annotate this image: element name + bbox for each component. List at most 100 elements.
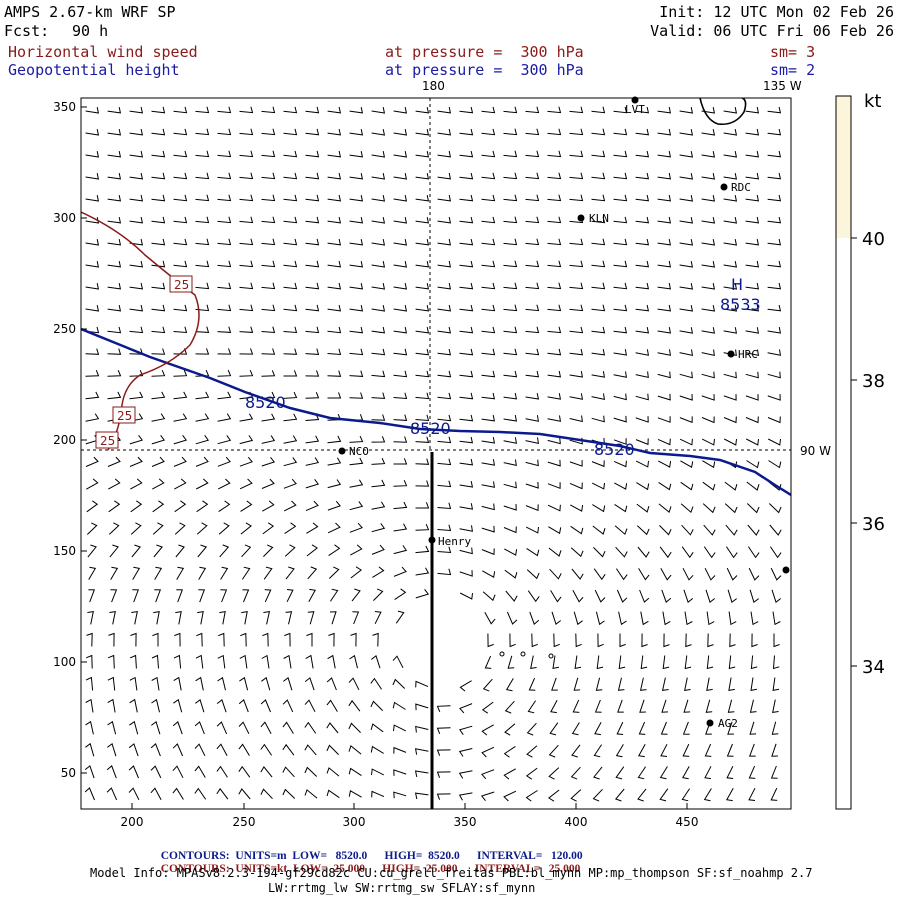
wind-barb bbox=[217, 478, 231, 490]
wind-barb bbox=[282, 699, 294, 713]
wind-barb bbox=[701, 173, 716, 180]
wind-barb bbox=[371, 501, 386, 510]
wind-barb bbox=[547, 348, 562, 356]
wind-barb bbox=[371, 305, 386, 312]
wind-barb bbox=[85, 720, 94, 735]
wind-barb bbox=[84, 765, 95, 779]
wind-barb bbox=[636, 503, 650, 513]
wind-barb bbox=[481, 548, 495, 556]
wind-barb bbox=[414, 792, 429, 800]
meridian-top-label: 180 bbox=[422, 79, 445, 93]
wind-barb bbox=[220, 589, 228, 603]
wind-barb bbox=[705, 589, 716, 604]
wind-barb bbox=[151, 676, 160, 691]
wind-barb bbox=[591, 216, 606, 224]
wind-barb bbox=[283, 238, 298, 246]
wind-barb bbox=[481, 481, 496, 488]
station-unlabeled[interactable] bbox=[782, 566, 790, 574]
station-nco[interactable]: NCO bbox=[338, 445, 369, 458]
calm-marker bbox=[520, 651, 526, 657]
wind-barb bbox=[550, 590, 562, 603]
wind-barb bbox=[107, 698, 116, 713]
wind-barb bbox=[503, 150, 518, 158]
wind-barb bbox=[150, 765, 162, 779]
wind-barb bbox=[745, 128, 760, 136]
wind-barb bbox=[459, 547, 473, 555]
wind-barb bbox=[327, 348, 342, 356]
wind-barb bbox=[85, 348, 100, 355]
wind-barb bbox=[282, 743, 295, 756]
wind-barb bbox=[767, 172, 782, 180]
wind-barb bbox=[640, 655, 648, 670]
wind-barb bbox=[701, 283, 716, 290]
y-tick-label: 200 bbox=[53, 433, 76, 447]
station-hrc[interactable]: HRC bbox=[727, 348, 758, 361]
wind-barb bbox=[701, 107, 716, 114]
wind-barb bbox=[107, 348, 122, 355]
wind-barb bbox=[151, 456, 165, 467]
wind-barb bbox=[569, 460, 583, 467]
wind-barb bbox=[283, 500, 297, 512]
wind-barb bbox=[152, 632, 159, 647]
wind-barb bbox=[393, 746, 407, 754]
wind-barb bbox=[327, 370, 342, 377]
wind-barb bbox=[437, 348, 452, 356]
height-label-3: 8520 bbox=[594, 440, 635, 459]
wind-barb bbox=[526, 547, 540, 557]
wind-barb bbox=[459, 348, 474, 356]
wind-barb bbox=[637, 766, 647, 780]
wind-barb bbox=[216, 765, 228, 778]
wind-barb bbox=[327, 479, 342, 489]
wind-barb bbox=[701, 261, 716, 268]
wind-barb bbox=[767, 394, 781, 401]
wind-barb bbox=[415, 370, 430, 378]
wind-barb bbox=[195, 391, 210, 400]
wind-barb bbox=[613, 172, 628, 180]
wind-barb bbox=[547, 106, 562, 114]
wind-barb bbox=[594, 699, 602, 713]
wind-barb bbox=[723, 283, 738, 290]
wind-barb bbox=[239, 260, 254, 268]
wind-barb bbox=[173, 326, 188, 334]
wind-barb bbox=[393, 261, 408, 268]
wind-barb bbox=[639, 699, 646, 713]
footer-height-contours: CONTOURS: UNITS=m LOW= 8520.0 HIGH= 8520… bbox=[160, 850, 583, 862]
wind-barb bbox=[241, 544, 252, 558]
wind-barb bbox=[174, 478, 187, 490]
wind-barb bbox=[173, 456, 187, 467]
wind-barb bbox=[415, 680, 429, 688]
wind-barb bbox=[745, 106, 760, 114]
wind-barb bbox=[437, 502, 452, 510]
wind-barb bbox=[769, 524, 782, 536]
wind-barb bbox=[240, 522, 252, 535]
wind-barb bbox=[415, 172, 430, 180]
calm-marker bbox=[548, 653, 554, 659]
wind-barb bbox=[525, 370, 540, 378]
wind-barb bbox=[195, 369, 210, 377]
wind-barb bbox=[459, 172, 474, 180]
wind-barb bbox=[575, 633, 582, 648]
wind-barb bbox=[262, 522, 275, 535]
wind-barb bbox=[591, 150, 606, 158]
wind-barb bbox=[85, 129, 100, 136]
station-henry[interactable]: Henry bbox=[428, 535, 472, 548]
wind-barb bbox=[726, 743, 734, 757]
station-rdc[interactable]: RDC bbox=[720, 181, 751, 194]
wind-barb bbox=[591, 238, 606, 246]
y-axis: 350 300 250 200 150 100 50 bbox=[53, 100, 87, 780]
wind-barb bbox=[525, 393, 540, 400]
wind-barb bbox=[595, 677, 603, 691]
wind-barb bbox=[613, 304, 628, 312]
wind-barb bbox=[283, 150, 298, 158]
wind-barb bbox=[261, 676, 271, 691]
wind-barb bbox=[173, 413, 188, 422]
wind-barb bbox=[569, 128, 584, 136]
wind-barb bbox=[525, 128, 540, 136]
wind-barb bbox=[458, 725, 473, 735]
station-kln[interactable]: KLN bbox=[577, 212, 609, 225]
wind-barb bbox=[591, 371, 606, 378]
wind-barb bbox=[305, 194, 320, 202]
station-ag2[interactable]: AG2 bbox=[706, 717, 738, 730]
wind-barb bbox=[128, 743, 139, 757]
wind-barb bbox=[261, 260, 276, 268]
